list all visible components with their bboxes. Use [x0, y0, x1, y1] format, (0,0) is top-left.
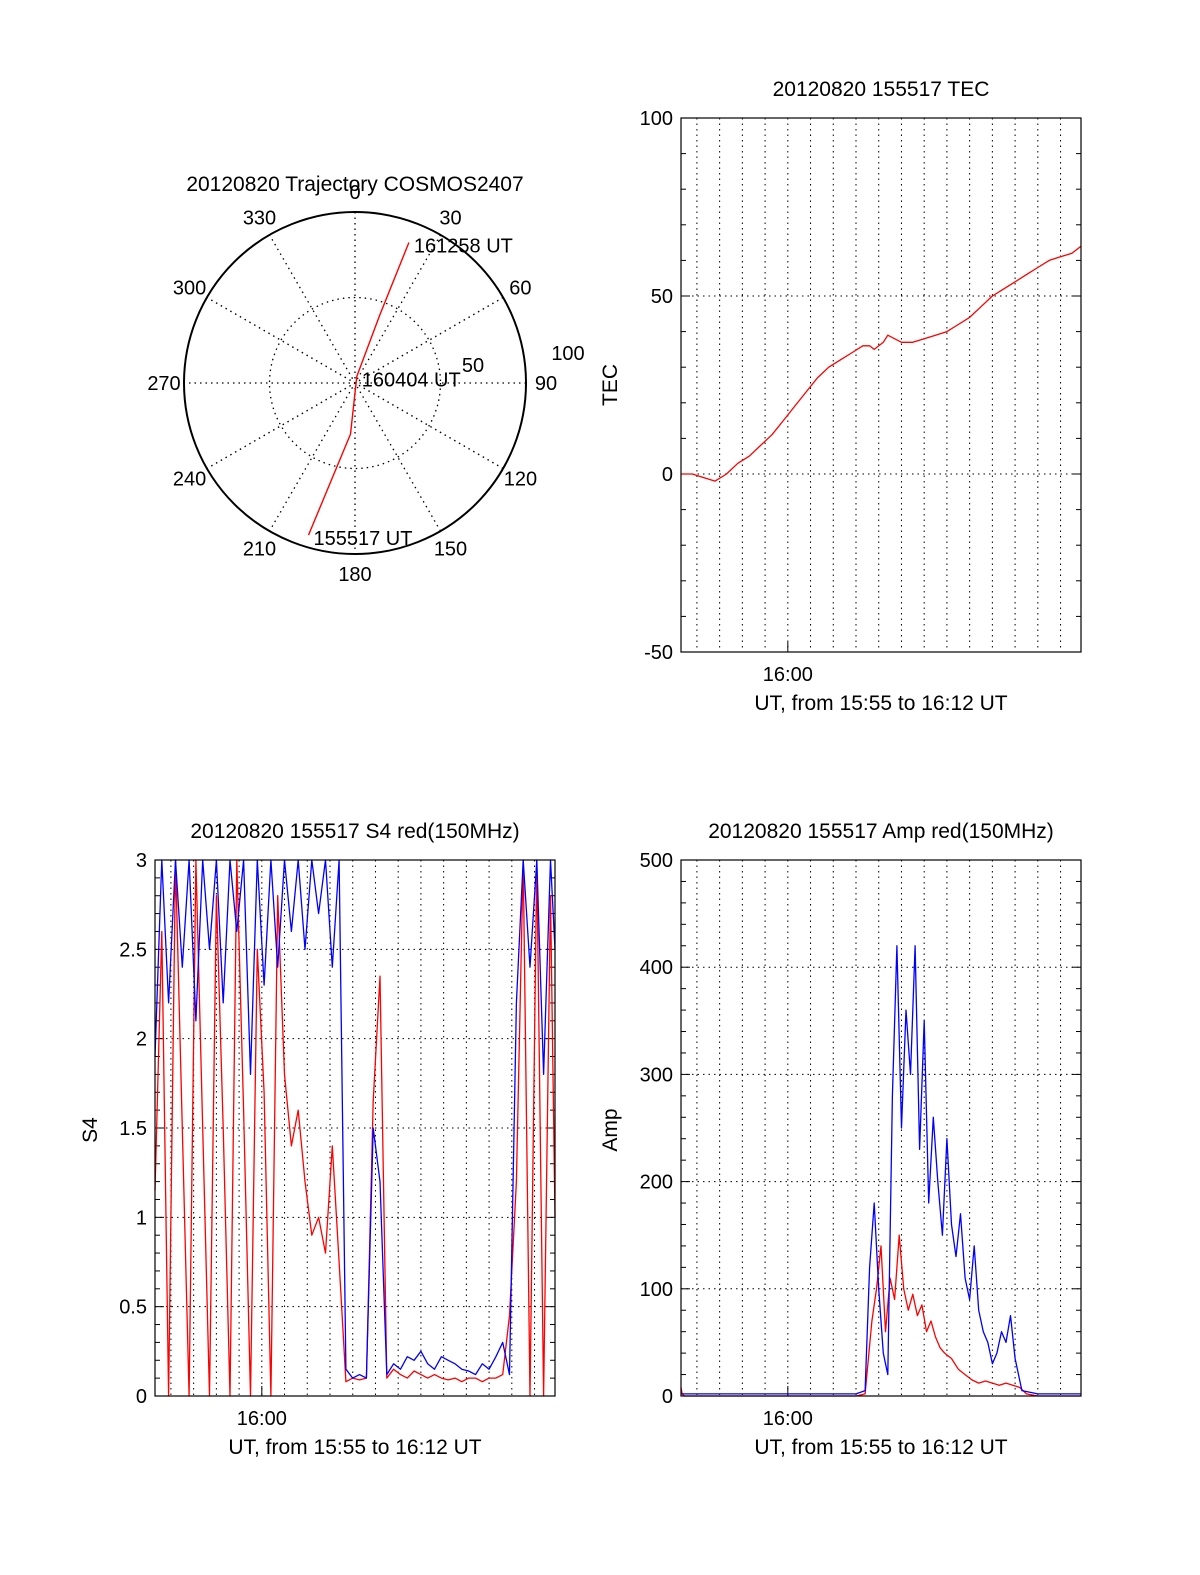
- tec-plot-area: -50 0 50 100 16:00: [640, 108, 1082, 686]
- trajectory-panel: 20120820 Trajectory COSMOS2407 0 30 60 90 12…: [147, 173, 584, 586]
- series-line: [154, 859, 556, 1379]
- y-tick-label: 100: [640, 108, 673, 130]
- polar-angle-label: 60: [509, 278, 531, 300]
- tec-x-axis-label: UT, from 15:55 to 16:12 UT: [754, 692, 1007, 715]
- amp-y-axis-label: Amp: [599, 1108, 622, 1151]
- polar-angle-label: 180: [338, 564, 371, 586]
- tec-panel: 20120820 155517 TEC UT, from 15:55 to 16…: [599, 78, 1082, 715]
- trajectory-time-label: 160404 UT: [362, 369, 461, 391]
- s4-title: 20120820 155517 S4 red(150MHz): [190, 820, 519, 843]
- x-tick-label: 16:00: [763, 1408, 813, 1430]
- polar-angle-label: 210: [243, 538, 276, 560]
- amp-panel: 20120820 155517 Amp red(150MHz) UT, from…: [599, 820, 1082, 1459]
- polar-angle-label: 30: [439, 208, 461, 230]
- plot-frame: [680, 117, 1082, 653]
- amp-title: 20120820 155517 Amp red(150MHz): [708, 820, 1054, 843]
- polar-angle-label: 300: [173, 278, 206, 300]
- y-tick-label: 2.5: [119, 939, 147, 961]
- polar-angle-label: 90: [535, 373, 557, 395]
- polar-angle-label: 150: [434, 538, 467, 560]
- tec-title: 20120820 155517 TEC: [773, 78, 990, 101]
- series-line: [681, 945, 1081, 1395]
- y-tick-label: 0: [662, 1386, 673, 1408]
- s4-panel: 20120820 155517 S4 red(150MHz) UT, from …: [79, 820, 556, 1459]
- polar-grid: [183, 211, 527, 555]
- s4-plot-area: 0 0.5 1 1.5 2 2.5 3 16:00: [119, 850, 556, 1430]
- trajectory-line: [307, 242, 410, 536]
- tec-y-axis-label: TEC: [599, 364, 622, 406]
- y-tick-label: 0: [136, 1386, 147, 1408]
- polar-spoke: [268, 234, 442, 532]
- y-tick-label: 1: [136, 1207, 147, 1229]
- trajectory-title: 20120820 Trajectory COSMOS2407: [186, 173, 523, 196]
- amp-x-axis-label: UT, from 15:55 to 16:12 UT: [754, 1436, 1007, 1459]
- polar-angle-label: 270: [147, 373, 180, 395]
- y-tick-label: 500: [640, 850, 673, 872]
- s4-y-axis-label: S4: [79, 1117, 102, 1143]
- trajectory-time-label: 155517 UT: [314, 528, 413, 550]
- series-line: [680, 1234, 1081, 1397]
- y-tick-label: -50: [644, 642, 673, 664]
- trajectory-time-label: 161258 UT: [414, 236, 513, 258]
- y-tick-label: 2: [136, 1029, 147, 1051]
- y-tick-label: 50: [651, 286, 673, 308]
- series-line: [154, 859, 556, 1397]
- y-tick-label: 1.5: [119, 1118, 147, 1140]
- y-tick-label: 100: [640, 1279, 673, 1301]
- plot-frame: [154, 859, 556, 1397]
- polar-angle-label: 120: [504, 469, 537, 491]
- polar-angle-labels: 0 30 60 90 120 150 180 210 240 270 300 330: [147, 182, 557, 586]
- polar-angle-label: 0: [349, 182, 360, 204]
- polar-radial-labels: 50 100: [462, 343, 585, 377]
- y-tick-label: 3: [136, 850, 147, 872]
- polar-grid-circle: [268, 296, 442, 470]
- trajectory-series: [307, 242, 410, 536]
- x-tick-label: 16:00: [763, 664, 813, 686]
- polar-angle-label: 330: [243, 208, 276, 230]
- amp-plot-area: 0 100 200 300 400 500 16:00: [640, 850, 1082, 1430]
- s4-x-axis-label: UT, from 15:55 to 16:12 UT: [228, 1436, 481, 1459]
- y-tick-label: 400: [640, 957, 673, 979]
- trajectory-annotations: 161258 UT 160404 UT 155517 UT: [314, 236, 513, 551]
- polar-radial-label: 50: [462, 355, 484, 377]
- y-tick-label: 0: [662, 464, 673, 486]
- y-tick-label: 300: [640, 1064, 673, 1086]
- y-tick-label: 0.5: [119, 1297, 147, 1319]
- plot-frame: [680, 859, 1082, 1397]
- polar-radial-label: 100: [551, 343, 584, 365]
- series-line: [681, 245, 1082, 482]
- x-tick-label: 16:00: [237, 1408, 287, 1430]
- polar-angle-label: 240: [173, 469, 206, 491]
- y-tick-label: 200: [640, 1172, 673, 1194]
